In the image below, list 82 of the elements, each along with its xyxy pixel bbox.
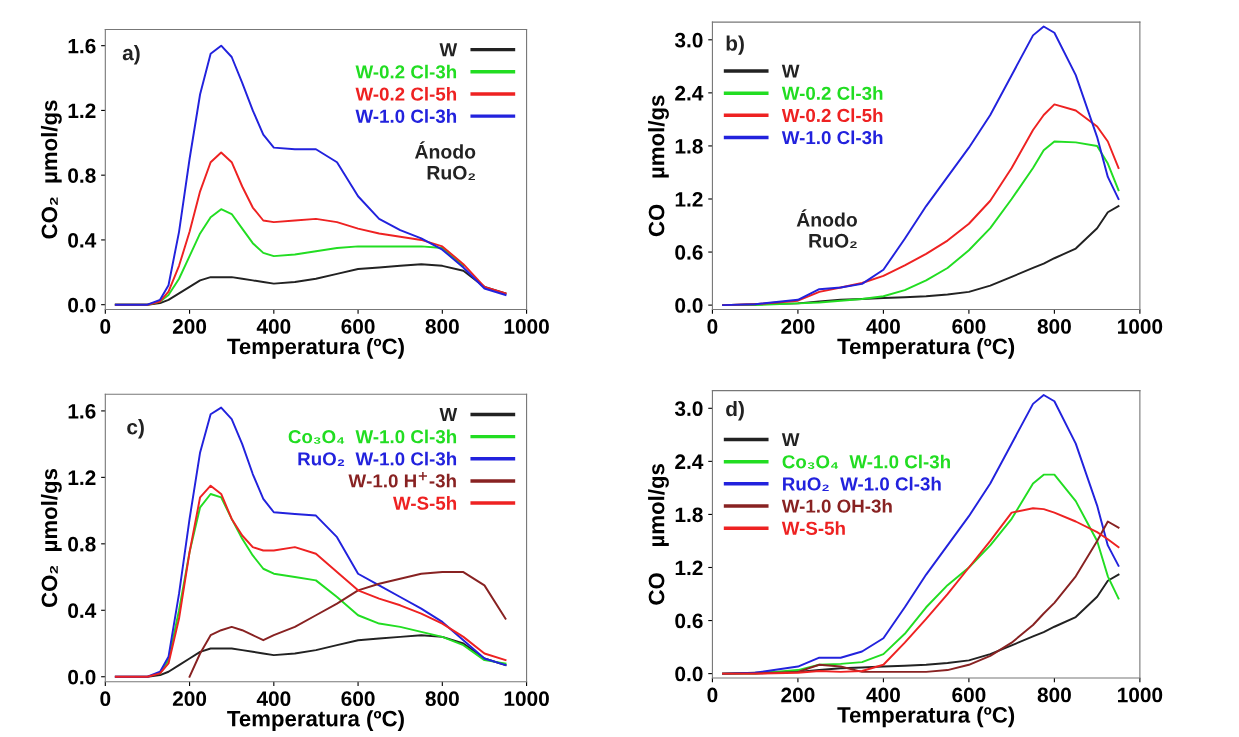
y-tick-label: 1.2 [68, 470, 96, 485]
x-axis-title: Temperatura (ºC) [227, 337, 404, 359]
x-tick-label: 400 [866, 687, 900, 703]
y-tick-label: 1.6 [68, 403, 96, 419]
x-tick-label: 0 [100, 319, 111, 334]
y-axis-title: CO₂ µmol/gs [40, 468, 62, 608]
y-tick-label: 0.4 [68, 603, 97, 619]
y-tick-label: 0.0 [675, 666, 703, 682]
y-tick-label: 0.0 [68, 669, 96, 685]
x-tick-label: 1000 [1118, 687, 1163, 703]
y-tick-label: 0.8 [68, 168, 96, 183]
y-tick-label: 2.4 [675, 454, 704, 469]
annotation: d) [726, 401, 744, 421]
y-tick-label: 3.0 [674, 32, 703, 48]
y-tick-label: 1.2 [675, 191, 703, 207]
y-tick-label: 1.8 [675, 507, 703, 523]
line-series [722, 25, 1120, 307]
line-series [159, 493, 507, 675]
legend-label: W-0.2 Cl-5h [355, 86, 457, 101]
y-tick-label: 1.2 [68, 103, 96, 118]
y-tick-label: 0.4 [68, 232, 97, 248]
legend-label: W [439, 408, 458, 422]
x-tick-label: 0 [707, 319, 718, 334]
y-tick-label: 0.0 [675, 298, 703, 313]
legend-label: W-1.0 H$^{+}$-3h [348, 471, 456, 488]
x-tick-label: 200 [172, 691, 207, 707]
x-tick-label: 400 [256, 691, 291, 707]
legend-label: W-S-5h [781, 521, 845, 535]
legend-label: W-0.2 Cl-3h [355, 64, 457, 79]
x-tick-label: 600 [952, 687, 986, 703]
annotation: Ánodo RuO₂ [796, 209, 857, 249]
legend-label: RuO₂ W-1.0 Cl-3h [783, 476, 941, 491]
legend-label: RuO₂ W-1.0 Cl-3h [298, 451, 457, 466]
annotation: b) [726, 35, 744, 55]
x-axis-title: Temperatura (ºC) [837, 706, 1015, 728]
x-tick-label: 800 [425, 691, 459, 707]
y-axis-title: CO µmol/gs [648, 95, 669, 237]
x-tick-label: 400 [256, 319, 291, 334]
annotation: c) [127, 419, 144, 439]
x-tick-label: 1000 [504, 691, 549, 707]
x-tick-label: 0 [100, 691, 111, 707]
y-axis-title: CO µmol/gs [648, 464, 669, 605]
legend-label: W-0.2 Cl-3h [781, 86, 883, 100]
y-tick-label: 0.8 [68, 536, 96, 552]
line-series [188, 571, 507, 678]
y-tick-label: 0.6 [675, 613, 703, 629]
x-axis-title: Temperatura (ºC) [837, 337, 1015, 359]
annotation: Ánodo RuO₂ [414, 141, 476, 181]
x-tick-label: 800 [1037, 687, 1071, 703]
y-tick-label: 1.6 [68, 38, 96, 54]
legend-label: W-1.0 Cl-3h [355, 109, 457, 123]
legend-label: W [439, 43, 458, 57]
x-tick-label: 600 [341, 691, 375, 707]
y-tick-label: 0.6 [675, 245, 703, 260]
x-tick-label: 400 [866, 319, 900, 334]
legend-label: W [781, 64, 800, 78]
x-tick-label: 1000 [1118, 319, 1163, 334]
x-tick-label: 800 [1037, 319, 1071, 334]
legend-label: W [781, 433, 800, 447]
y-tick-label: 1.8 [675, 138, 703, 154]
x-tick-label: 200 [781, 687, 815, 703]
y-tick-label: 2.4 [675, 85, 704, 101]
y-tick-label: 3.0 [674, 401, 703, 417]
y-tick-label: 0.0 [68, 297, 96, 313]
x-tick-label: 200 [172, 319, 207, 334]
legend-label: Co₃O₄ W-1.0 Cl-3h [288, 429, 457, 444]
y-tick-label: 1.2 [675, 560, 703, 576]
x-tick-label: 600 [341, 319, 375, 334]
legend-label: W-1.0 OH-3h [781, 498, 892, 513]
annotation: a) [122, 44, 140, 65]
x-tick-label: 1000 [504, 319, 549, 334]
x-tick-label: 600 [952, 319, 986, 334]
x-axis-title: Temperatura (ºC) [227, 710, 404, 731]
x-tick-label: 0 [707, 687, 718, 703]
line-series [114, 44, 507, 306]
legend-label: Co₃O₄ W-1.0 Cl-3h [782, 454, 950, 469]
legend-label: W-1.0 Cl-3h [781, 130, 883, 145]
y-axis-title: CO₂ µmol/gs [40, 100, 62, 239]
x-tick-label: 800 [425, 319, 459, 334]
legend-label: W-0.2 Cl-5h [781, 108, 883, 123]
x-tick-label: 200 [781, 319, 815, 334]
legend-label: W-S-5h [393, 496, 457, 510]
